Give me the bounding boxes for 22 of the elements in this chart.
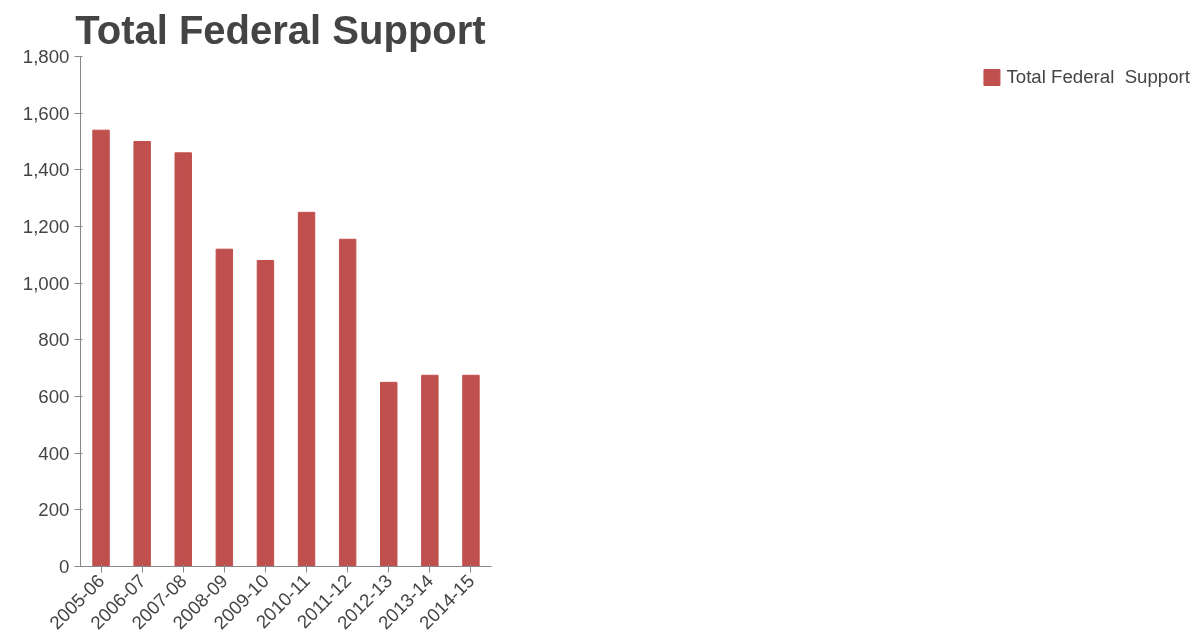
y-tick-label: 1,000 [22,272,70,294]
y-tick-label: 200 [38,499,70,521]
bar [421,374,439,567]
legend-label: Total Federal Support [1006,66,1190,88]
bar [215,248,234,567]
bar [380,381,398,567]
y-tick-label: 1,800 [22,46,70,67]
bar [174,152,192,567]
chart-title: Total Federal Support [75,7,486,52]
y-tick-label: 1,200 [22,216,70,237]
y-tick-label: 1,400 [22,159,70,181]
bar [338,238,357,567]
y-tick-label: 0 [59,556,70,577]
y-tick-label: 400 [38,442,70,464]
y-tick-label: 600 [38,386,70,407]
bar [462,374,480,567]
bar [256,260,275,567]
y-tick-label: 800 [38,329,70,351]
bar [133,141,151,567]
bar [92,129,110,567]
bar [297,211,316,567]
y-tick-label: 1,600 [22,102,70,124]
